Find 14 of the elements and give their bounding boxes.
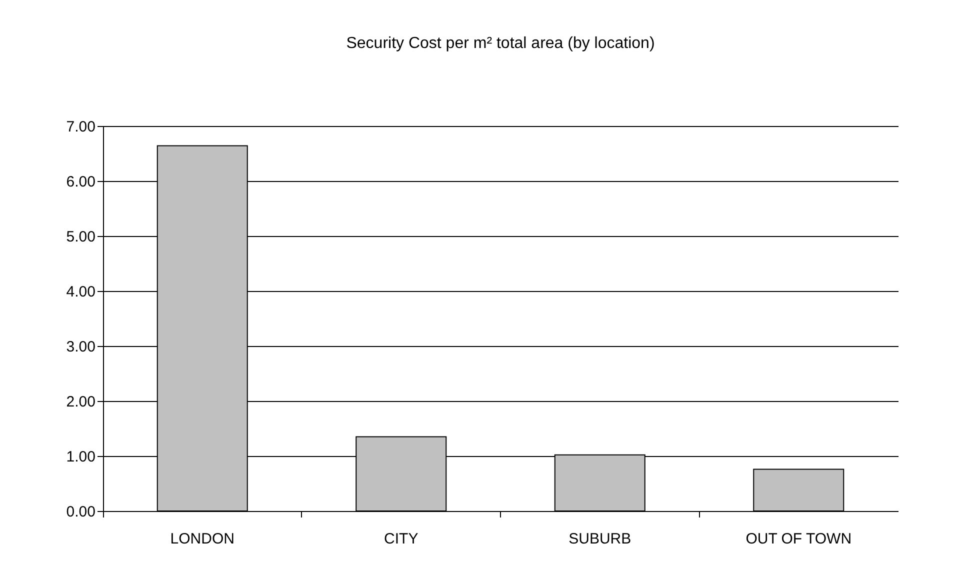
y-tick-label: 1.00: [66, 448, 96, 466]
y-tick-label: 0.00: [66, 504, 96, 520]
x-tick-label: SUBURB: [568, 530, 632, 548]
x-tick-label: CITY: [384, 530, 418, 548]
chart-title: Security Cost per m² total area (by location): [346, 35, 655, 52]
y-tick-label: 5.00: [66, 228, 96, 246]
bar: [753, 468, 844, 512]
y-tick-label: 2.00: [66, 394, 96, 410]
x-tick-label: LONDON: [170, 530, 234, 548]
y-tick-label: 7.00: [66, 118, 96, 136]
x-tick-label: OUT OF TOWN: [746, 530, 852, 548]
y-tick-label: 6.00: [66, 174, 96, 190]
y-tick-label: 3.00: [66, 338, 96, 356]
y-tick-label: 4.00: [66, 284, 96, 300]
